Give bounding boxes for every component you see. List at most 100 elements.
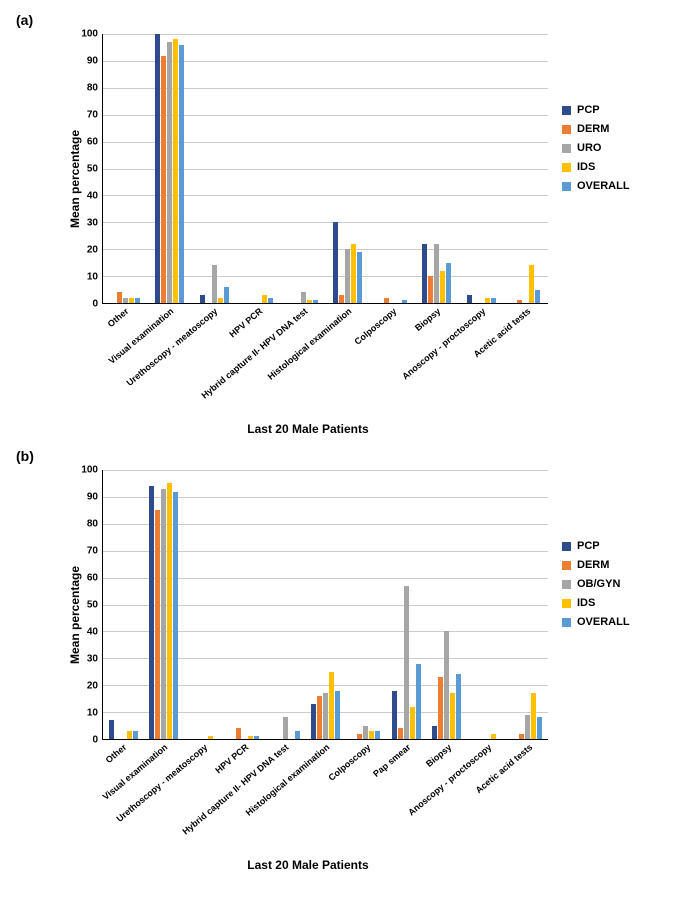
bar bbox=[531, 693, 536, 739]
bar bbox=[313, 300, 318, 303]
legend-item: OVERALL bbox=[562, 616, 630, 628]
legend-item: DERM bbox=[562, 559, 630, 571]
legend-swatch bbox=[562, 580, 571, 589]
categories bbox=[103, 470, 548, 739]
bar bbox=[254, 736, 259, 739]
chart-b-legend: PCPDERMOB/GYNIDSOVERALL bbox=[562, 540, 630, 635]
bar bbox=[428, 276, 433, 303]
legend-item: OB/GYN bbox=[562, 578, 630, 590]
ytick: 100 bbox=[76, 29, 98, 40]
chart-b-xtitle: Last 20 Male Patients bbox=[68, 858, 548, 872]
ytick: 0 bbox=[76, 735, 98, 746]
bar bbox=[212, 265, 217, 303]
bar bbox=[161, 489, 166, 739]
bar bbox=[155, 510, 160, 739]
bar bbox=[416, 664, 421, 739]
ytick: 70 bbox=[76, 110, 98, 121]
bar bbox=[167, 483, 172, 739]
chart-b-area: Mean percentage OtherVisual examinationU… bbox=[68, 470, 548, 760]
category-group bbox=[281, 34, 326, 303]
category-group bbox=[326, 34, 371, 303]
ytick: 90 bbox=[76, 492, 98, 503]
bar bbox=[283, 717, 288, 739]
bar bbox=[345, 249, 350, 303]
bar bbox=[317, 696, 322, 739]
category-group bbox=[459, 34, 504, 303]
ytick: 30 bbox=[76, 654, 98, 665]
legend-label: OVERALL bbox=[577, 180, 630, 192]
legend-swatch bbox=[562, 182, 571, 191]
categories bbox=[103, 34, 548, 303]
ytick: 20 bbox=[76, 245, 98, 256]
bar bbox=[133, 731, 138, 739]
bar bbox=[149, 486, 154, 739]
bar bbox=[485, 298, 490, 303]
category-group bbox=[386, 470, 426, 739]
legend-label: DERM bbox=[577, 123, 609, 135]
chart-b-plot bbox=[102, 470, 548, 740]
legend-swatch bbox=[562, 599, 571, 608]
bar bbox=[109, 720, 114, 739]
bar bbox=[434, 244, 439, 303]
legend-item: OVERALL bbox=[562, 180, 630, 192]
bar bbox=[127, 731, 132, 739]
bar bbox=[335, 691, 340, 739]
bar bbox=[262, 295, 267, 303]
panel-b-label: (b) bbox=[16, 448, 675, 464]
category-group bbox=[103, 470, 143, 739]
bar bbox=[392, 691, 397, 739]
bar bbox=[467, 295, 472, 303]
bar bbox=[456, 674, 461, 739]
category-group bbox=[346, 470, 386, 739]
bar bbox=[224, 287, 229, 303]
category-group bbox=[427, 470, 467, 739]
bar bbox=[384, 298, 389, 303]
bar bbox=[446, 263, 451, 303]
legend-label: IDS bbox=[577, 597, 595, 609]
category-group bbox=[508, 470, 548, 739]
legend-swatch bbox=[562, 144, 571, 153]
legend-label: DERM bbox=[577, 559, 609, 571]
bar bbox=[208, 736, 213, 739]
category-group bbox=[224, 470, 264, 739]
category-group bbox=[370, 34, 415, 303]
legend-label: PCP bbox=[577, 104, 600, 116]
legend-item: IDS bbox=[562, 597, 630, 609]
bar bbox=[444, 631, 449, 739]
category-group bbox=[265, 470, 305, 739]
ytick: 10 bbox=[76, 272, 98, 283]
chart-a-wrap: Mean percentage OtherVisual examinationU… bbox=[10, 34, 675, 324]
bar bbox=[537, 717, 542, 739]
legend-swatch bbox=[562, 163, 571, 172]
chart-a-plot bbox=[102, 34, 548, 304]
ytick: 40 bbox=[76, 627, 98, 638]
bar bbox=[410, 707, 415, 739]
legend-swatch bbox=[562, 106, 571, 115]
bar bbox=[161, 56, 166, 303]
bar bbox=[329, 672, 334, 739]
category-group bbox=[415, 34, 460, 303]
bar bbox=[450, 693, 455, 739]
bar bbox=[179, 45, 184, 303]
bar bbox=[440, 271, 445, 303]
bar bbox=[535, 290, 540, 303]
bar bbox=[525, 715, 530, 739]
bar bbox=[529, 265, 534, 303]
bar bbox=[200, 295, 205, 303]
bar bbox=[333, 222, 338, 303]
ytick: 70 bbox=[76, 546, 98, 557]
bar bbox=[295, 731, 300, 739]
legend-swatch bbox=[562, 125, 571, 134]
bar bbox=[248, 736, 253, 739]
bar bbox=[432, 726, 437, 739]
category-group bbox=[237, 34, 282, 303]
bar bbox=[307, 300, 312, 303]
category-group bbox=[467, 470, 507, 739]
bar bbox=[268, 298, 273, 303]
legend-item: URO bbox=[562, 142, 630, 154]
category-group bbox=[148, 34, 193, 303]
ytick: 10 bbox=[76, 708, 98, 719]
chart-a-xtitle: Last 20 Male Patients bbox=[68, 422, 548, 436]
ytick: 90 bbox=[76, 56, 98, 67]
legend-item: IDS bbox=[562, 161, 630, 173]
